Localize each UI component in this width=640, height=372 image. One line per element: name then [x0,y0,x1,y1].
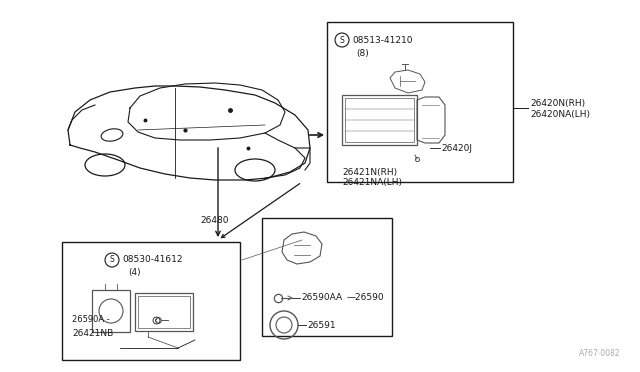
Text: 26421NB: 26421NB [72,328,113,337]
Text: 26590A -: 26590A - [72,314,109,324]
Bar [135,293,193,331]
Text: 26421N(RH): 26421N(RH) [342,167,397,176]
Text: 26420J: 26420J [441,144,472,153]
Text: —26590: —26590 [347,294,385,302]
Text: S: S [109,256,115,264]
Text: (8): (8) [356,48,369,58]
Text: 26420NA(LH): 26420NA(LH) [530,109,590,119]
Bar [138,296,190,328]
Text: A767⋅0082: A767⋅0082 [579,349,620,358]
Text: 26421NA(LH): 26421NA(LH) [342,177,402,186]
Bar [345,98,414,142]
Text: c: c [155,317,157,323]
Text: 26480: 26480 [200,215,228,224]
Bar [62,242,240,360]
Bar [92,290,130,332]
Bar [262,218,392,336]
Text: 26420N(RH): 26420N(RH) [530,99,585,108]
Text: S: S [340,35,344,45]
Text: 08513-41210: 08513-41210 [352,35,413,45]
Bar [342,95,417,145]
Text: 26591: 26591 [307,321,335,330]
Text: 08530-41612: 08530-41612 [122,256,182,264]
Bar [327,22,513,182]
Text: 26590AA: 26590AA [301,294,342,302]
Text: (4): (4) [128,269,141,278]
